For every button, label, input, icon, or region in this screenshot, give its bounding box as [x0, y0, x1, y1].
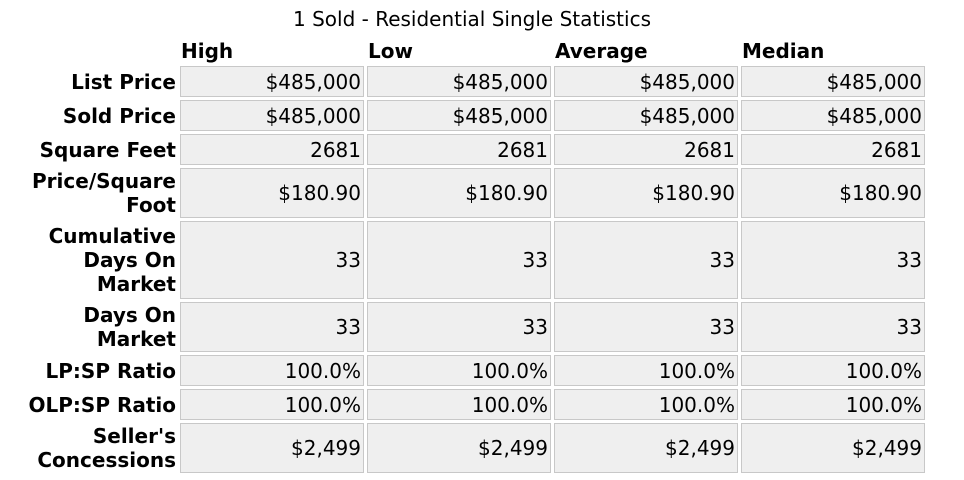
cell-low: 2681 — [367, 134, 551, 165]
cell-low: 100.0% — [367, 389, 551, 420]
row-price-per-square-foot: Price/Square Foot $180.90 $180.90 $180.9… — [25, 168, 925, 218]
cell-average: $180.90 — [554, 168, 738, 218]
cell-median: $2,499 — [741, 423, 925, 473]
row-lp-sp-ratio: LP:SP Ratio 100.0% 100.0% 100.0% 100.0% — [25, 355, 925, 386]
row-days-on-market: Days On Market 33 33 33 33 — [25, 302, 925, 352]
cell-average: 100.0% — [554, 355, 738, 386]
cell-high: $485,000 — [180, 66, 364, 97]
cell-low: $485,000 — [367, 100, 551, 131]
cell-high: 100.0% — [180, 389, 364, 420]
column-header-low: Low — [368, 39, 413, 63]
header-row: High Low Average Median — [25, 39, 925, 63]
cell-median: 2681 — [741, 134, 925, 165]
cell-average: 100.0% — [554, 389, 738, 420]
cell-median: $485,000 — [741, 66, 925, 97]
row-sold-price: Sold Price $485,000 $485,000 $485,000 $4… — [25, 100, 925, 131]
cell-high: 100.0% — [180, 355, 364, 386]
row-label: OLP:SP Ratio — [28, 392, 176, 417]
column-header-median: Median — [742, 39, 825, 63]
cell-high: 33 — [180, 302, 364, 352]
column-header-average: Average — [555, 39, 648, 63]
cell-high: 2681 — [180, 134, 364, 165]
cell-median: 33 — [741, 302, 925, 352]
column-header-high: High — [181, 39, 234, 63]
cell-high: $180.90 — [180, 168, 364, 218]
row-label: LP:SP Ratio — [45, 358, 176, 383]
row-label: Sold Price — [62, 103, 176, 128]
cell-average: 33 — [554, 302, 738, 352]
row-cumulative-days-on-market: Cumulative Days On Market 33 33 33 33 — [25, 221, 925, 299]
cell-low: 33 — [367, 221, 551, 299]
cell-low: 33 — [367, 302, 551, 352]
row-label: Price/Square Foot — [32, 169, 176, 217]
cell-median: $485,000 — [741, 100, 925, 131]
row-label: Cumulative Days On Market — [48, 224, 176, 296]
cell-median: 100.0% — [741, 389, 925, 420]
cell-average: $485,000 — [554, 66, 738, 97]
page-title: 1 Sold - Residential Single Statistics — [293, 7, 651, 31]
statistics-table: High Low Average Median List Price $485,… — [22, 36, 928, 476]
cell-low: $180.90 — [367, 168, 551, 218]
row-olp-sp-ratio: OLP:SP Ratio 100.0% 100.0% 100.0% 100.0% — [25, 389, 925, 420]
cell-low: $2,499 — [367, 423, 551, 473]
cell-average: 33 — [554, 221, 738, 299]
row-label: Seller's Concessions — [37, 424, 176, 472]
row-list-price: List Price $485,000 $485,000 $485,000 $4… — [25, 66, 925, 97]
cell-low: 100.0% — [367, 355, 551, 386]
cell-median: $180.90 — [741, 168, 925, 218]
cell-high: $2,499 — [180, 423, 364, 473]
cell-average: $485,000 — [554, 100, 738, 131]
cell-high: $485,000 — [180, 100, 364, 131]
cell-median: 100.0% — [741, 355, 925, 386]
row-label: Days On Market — [83, 303, 176, 351]
row-label: Square Feet — [39, 137, 176, 162]
corner-cell — [25, 39, 177, 63]
cell-low: $485,000 — [367, 66, 551, 97]
row-sellers-concessions: Seller's Concessions $2,499 $2,499 $2,49… — [25, 423, 925, 473]
cell-average: 2681 — [554, 134, 738, 165]
row-square-feet: Square Feet 2681 2681 2681 2681 — [25, 134, 925, 165]
cell-median: 33 — [741, 221, 925, 299]
cell-average: $2,499 — [554, 423, 738, 473]
row-label: List Price — [71, 69, 176, 94]
cell-high: 33 — [180, 221, 364, 299]
